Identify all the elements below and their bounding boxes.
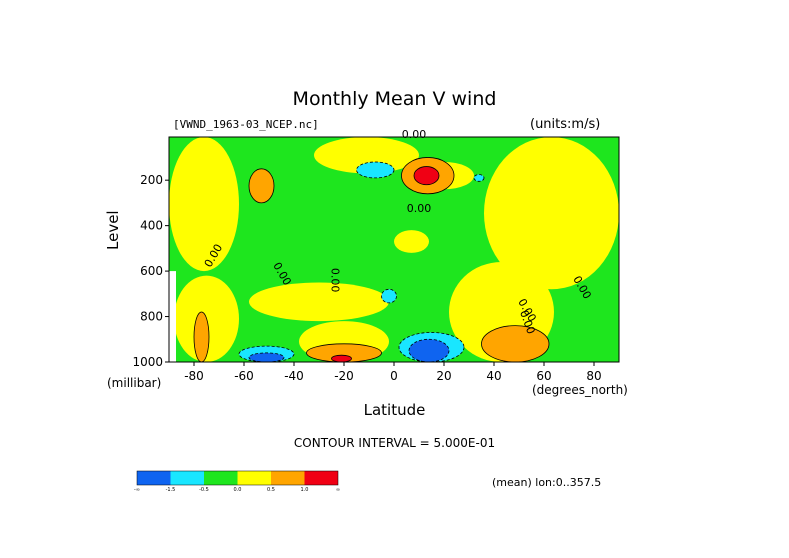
colorbar-frame — [136, 470, 339, 486]
dataset-name: [VWND_1963-03_NCEP.nc] — [173, 118, 319, 131]
contour-region-strong-negative — [409, 339, 449, 362]
region-note: (mean) lon:0..357.5 — [492, 476, 602, 489]
contour-region-negative — [356, 162, 394, 178]
x-tick-label: -40 — [284, 369, 304, 383]
colorbar-label: 0.0 — [234, 487, 242, 493]
x-tick-label: 40 — [486, 369, 501, 383]
contour-region-strong-positive — [306, 343, 382, 362]
y-axis-label: Level — [104, 210, 122, 250]
colorbar-label: 1.0 — [301, 487, 309, 493]
contour-line — [248, 352, 285, 363]
x-tick-label: -80 — [184, 369, 204, 383]
contour-region-positive — [249, 282, 389, 322]
x-axis-units: (degrees_north) — [532, 383, 628, 397]
x-axis: -80 -60 -40 -20 0 20 40 60 80 — [184, 362, 602, 383]
y-tick-label: 1000 — [132, 355, 163, 369]
contour-region-strong-negative — [249, 352, 284, 363]
colorbar-label: ∞ — [336, 487, 340, 493]
x-tick-label: -60 — [234, 369, 254, 383]
contour-fill-layer — [169, 137, 619, 363]
colorbar-swatch — [304, 471, 338, 485]
chart-title: Monthly Mean V wind — [292, 88, 497, 110]
x-tick-label: -20 — [334, 369, 354, 383]
contour-region-positive — [394, 230, 429, 253]
y-tick-label: 200 — [140, 173, 163, 187]
contour-line — [381, 288, 397, 304]
contour-label: 0.00 — [329, 268, 342, 293]
x-axis-label: Latitude — [363, 401, 426, 419]
contour-region-positive — [169, 137, 239, 272]
y-tick-label: 400 — [140, 219, 163, 233]
colorbar-swatch — [271, 471, 305, 485]
colorbar-swatch — [170, 471, 204, 485]
colorbar-label: -0.5 — [199, 487, 209, 493]
contour-line — [408, 338, 450, 363]
contour-line-layer — [193, 157, 550, 363]
x-tick-label: 80 — [586, 369, 601, 383]
contour-interval: CONTOUR INTERVAL = 5.000E-01 — [293, 436, 496, 450]
colorbar-swatch — [237, 471, 271, 485]
x-tick-label: 60 — [536, 369, 551, 383]
y-tick-label: 800 — [140, 310, 163, 324]
contour-region-strong-positive — [481, 325, 549, 362]
contour-line — [413, 166, 440, 186]
contour-region-positive — [484, 137, 619, 290]
missing-data-area — [169, 271, 176, 362]
colorbar-swatch — [137, 471, 171, 485]
y-axis-units: (millibar) — [107, 376, 162, 390]
y-tick-label: 600 — [140, 264, 163, 278]
contour-region-max-positive — [414, 166, 439, 185]
contour-line — [248, 168, 275, 204]
contour-region-negative — [381, 289, 397, 303]
x-tick-label: 0 — [390, 369, 398, 383]
colorbar: -∞ -1.5 -0.5 0.0 0.5 1.0 ∞ — [134, 470, 340, 493]
contour-line — [356, 161, 395, 179]
units-label: (units:m/s) — [530, 117, 601, 132]
colorbar-swatch — [204, 471, 238, 485]
contour-region-strong-positive — [194, 312, 209, 362]
y-axis: 200 400 600 800 1000 — [132, 173, 169, 369]
contour-region-positive — [314, 137, 419, 174]
contour-region-strong-positive — [249, 168, 274, 203]
contour-region-max-positive — [331, 355, 352, 362]
colorbar-label: -1.5 — [166, 487, 176, 493]
contour-region-negative — [474, 174, 484, 182]
colorbar-label: -∞ — [134, 487, 140, 493]
contour-line — [398, 332, 465, 363]
x-tick-label: 20 — [436, 369, 451, 383]
contour-label: 0.00 — [402, 128, 427, 141]
colorbar-label: 0.5 — [267, 487, 275, 493]
contour-line — [238, 345, 295, 363]
contour-line — [473, 174, 485, 182]
contour-label: 0.00 — [407, 202, 432, 215]
contour-line — [401, 157, 455, 195]
